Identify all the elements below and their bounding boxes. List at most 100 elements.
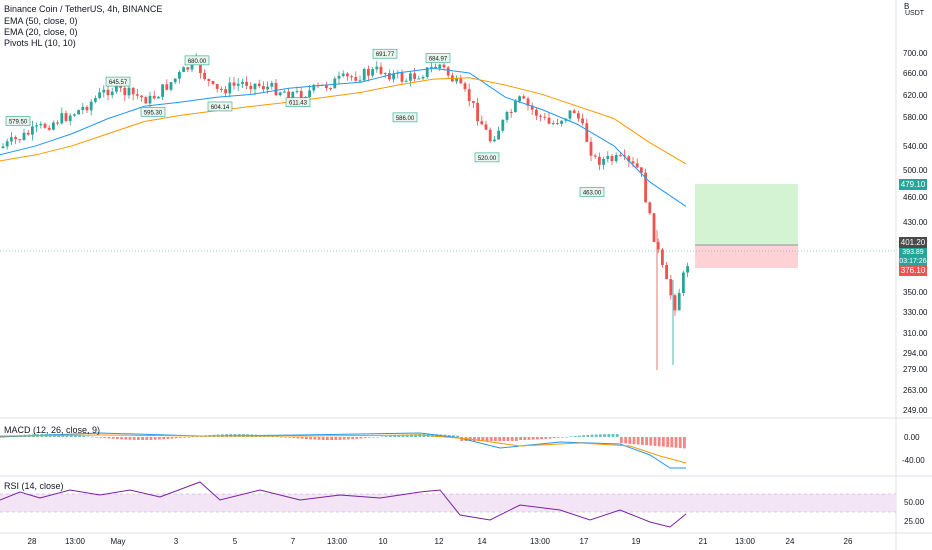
candle-body (253, 83, 257, 90)
macd-label[interactable]: MACD (12, 26, close, 9) (4, 425, 101, 435)
time-axis-tick: 14 (478, 537, 487, 546)
candle-body (476, 102, 479, 122)
svg-text:586.00: 586.00 (396, 116, 415, 122)
candle-body (329, 87, 332, 89)
svg-text:520.00: 520.00 (478, 156, 497, 162)
macd-bar (510, 437, 514, 441)
candle-body (169, 82, 173, 90)
symbol-title[interactable]: Binance Coin / TetherUS, 4h, BINANCE (4, 4, 163, 14)
macd-bar (95, 437, 98, 438)
candle-body (140, 95, 143, 98)
macd-bar (662, 437, 665, 447)
svg-text:595.30: 595.30 (144, 110, 163, 116)
indicator-ema50-label[interactable]: EMA (50, close, 0) (4, 16, 78, 26)
macd-bar (607, 434, 611, 437)
candle-body (245, 81, 248, 86)
candle-body (484, 124, 488, 130)
macd-bar (456, 435, 459, 437)
candle-body (207, 79, 211, 82)
candle-body (98, 92, 101, 99)
pivot-labels: 579.50 645.57 595.30 680.00 604.14 611.43 691.… (5, 48, 605, 197)
candle-body (602, 158, 605, 165)
candle-body (173, 78, 177, 83)
candle-body (5, 141, 9, 147)
time-axis-tick: 13:00 (735, 537, 756, 546)
macd-bar (586, 434, 590, 437)
macd-bar (317, 437, 321, 440)
macd-bar (347, 437, 350, 440)
macd-bar (166, 437, 170, 439)
candle-body (22, 132, 26, 140)
candle-body (640, 167, 643, 173)
macd-bar (380, 436, 384, 438)
time-axis-tick: 28 (28, 537, 37, 546)
macd-bar (502, 437, 506, 441)
countdown-timer: 03:17:26 (899, 258, 927, 265)
time-axis-tick: 10 (379, 537, 388, 546)
indicator-pivots-label[interactable]: Pivots HL (10, 10) (4, 38, 76, 48)
rsi-axis-0: 50.00 (904, 498, 925, 507)
time-axis-tick: 13:00 (327, 537, 348, 546)
candle-body (312, 84, 316, 91)
macd-bar (321, 437, 325, 440)
candle-body (606, 156, 610, 159)
price-axis[interactable]: 700.00 660.00 620.00 580.00 540.00 500.00 460.… (903, 49, 928, 415)
candle-body (652, 213, 656, 242)
candle-body (262, 86, 265, 90)
macd-bar (292, 437, 296, 439)
candle-body (354, 77, 358, 81)
candle-body (446, 67, 450, 76)
macd-bar (620, 437, 623, 444)
candle-body (123, 87, 127, 96)
candle-body (509, 112, 513, 114)
indicator-ema20-label[interactable]: EMA (20, close, 0) (4, 27, 78, 37)
candle-body (144, 97, 148, 104)
pivot-label: 611.43 (285, 97, 311, 108)
candle-body (178, 71, 181, 79)
macd-bar (628, 437, 632, 444)
macd-bar (401, 434, 405, 437)
macd-bar (536, 437, 539, 440)
candle-body (669, 279, 673, 296)
macd-bar (132, 437, 136, 440)
ema20-line (0, 67, 687, 207)
candle-body (572, 110, 576, 114)
macd-bar (653, 437, 657, 446)
candle-body (249, 85, 253, 90)
macd-bar (330, 437, 333, 440)
candle-body (551, 123, 555, 125)
candle-body (115, 84, 118, 92)
time-axis[interactable]: 28 13:00 May 3 5 7 13:00 10 12 14 13:00 17 19 21 13:00… (28, 537, 853, 546)
candle-body (308, 90, 311, 97)
target-zone[interactable] (695, 184, 798, 245)
candle-body (526, 98, 530, 106)
candle-body (425, 67, 429, 77)
price-axis-tick: 430.00 (903, 218, 928, 227)
candle-body (136, 94, 139, 96)
macd-bar (565, 436, 569, 438)
candle-body (186, 67, 190, 70)
pivot-label: 586.00 (392, 112, 418, 123)
currency-prefix: B (904, 2, 910, 11)
macd-bar (384, 436, 388, 437)
stop-zone[interactable] (695, 245, 798, 268)
rsi-label[interactable]: RSI (14, close) (4, 481, 64, 491)
price-axis-tick: 460.00 (903, 193, 928, 202)
candle-body (501, 119, 505, 131)
candle-body (577, 113, 580, 119)
candle-body (73, 114, 76, 116)
macd-bar (359, 437, 363, 439)
target-price-tag: 479.10 (899, 179, 927, 190)
candle-body (392, 73, 395, 80)
candle-body (598, 156, 601, 165)
candle-body (375, 66, 379, 70)
candle-body (362, 68, 366, 81)
price-axis-tick: 540.00 (903, 142, 928, 151)
entry-price-tag: 401.20 (899, 237, 927, 248)
time-axis-tick: 24 (786, 537, 795, 546)
candle-body (325, 84, 328, 88)
candle-body (383, 73, 387, 75)
svg-text:645.57: 645.57 (109, 80, 128, 86)
macd-bar (573, 436, 577, 437)
